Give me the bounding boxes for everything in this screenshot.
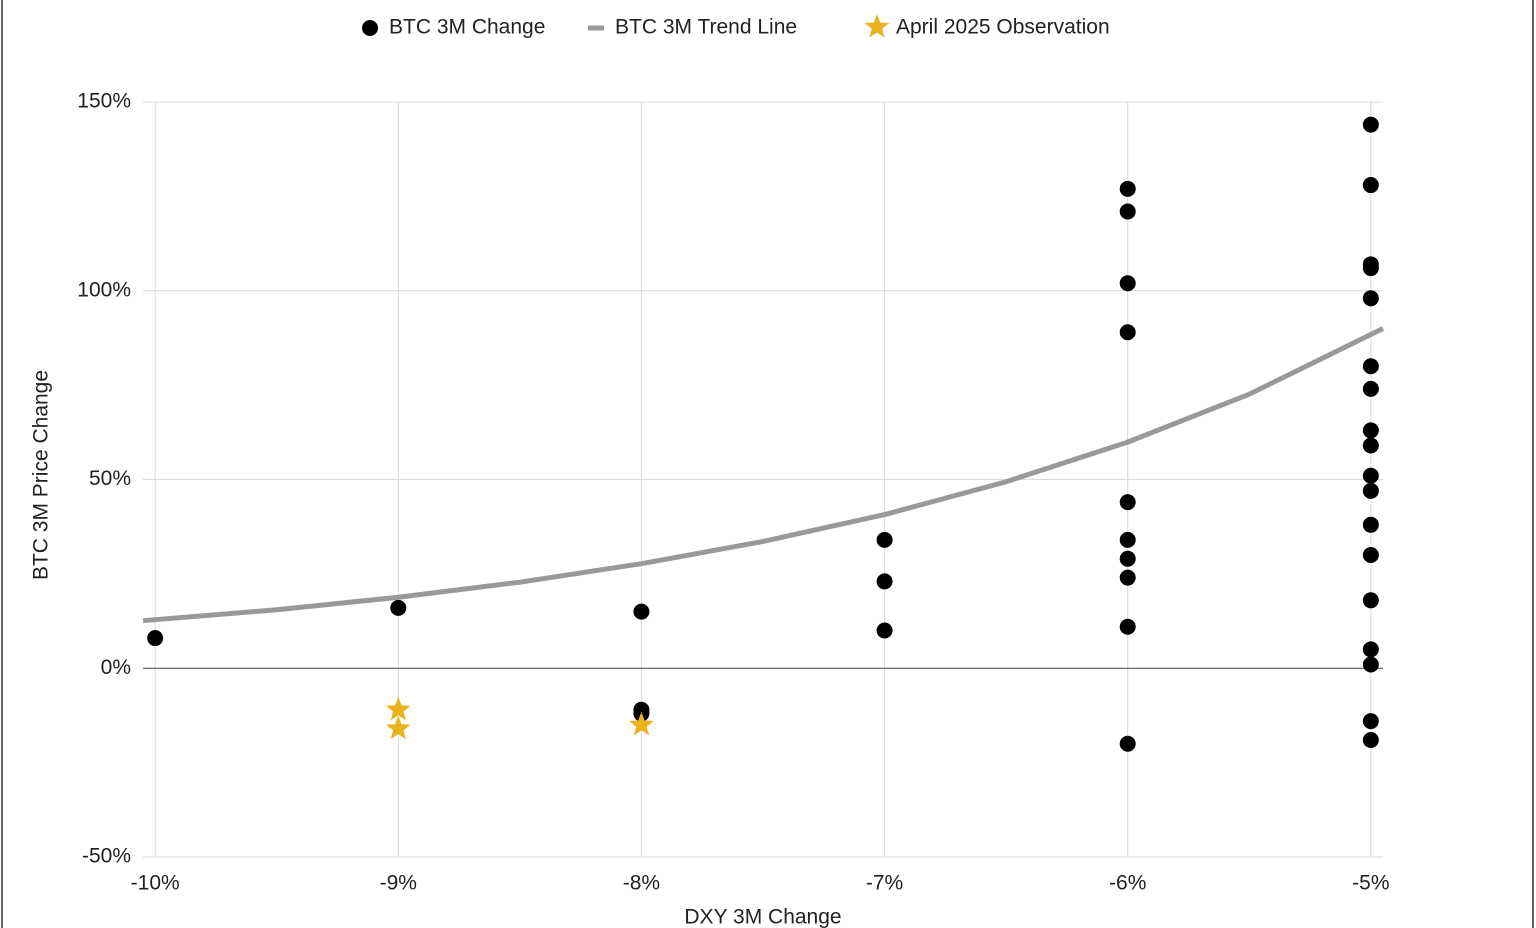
- point: [1362, 260, 1379, 277]
- point: [1119, 324, 1136, 341]
- point: [1362, 656, 1379, 673]
- point: [1362, 177, 1379, 194]
- y-tick-label: -50%: [82, 845, 131, 868]
- point: [1362, 422, 1379, 439]
- point: [1362, 713, 1379, 730]
- point: [1362, 358, 1379, 375]
- legend-label: BTC 3M Change: [389, 16, 545, 39]
- point: [1362, 116, 1379, 133]
- y-tick-label: 150%: [77, 90, 131, 113]
- point: [1362, 641, 1379, 658]
- x-axis-title: DXY 3M Change: [684, 906, 841, 928]
- point: [1119, 494, 1136, 511]
- point: [147, 630, 164, 647]
- trend-line: [142, 326, 1385, 624]
- legend-swatch: [362, 20, 378, 36]
- legend-label: April 2025 Observation: [896, 16, 1110, 39]
- point: [876, 531, 893, 548]
- point: [1362, 380, 1379, 397]
- y-tick-label: 50%: [89, 467, 131, 490]
- point: [1362, 516, 1379, 533]
- point: [1119, 203, 1136, 220]
- x-tick-label: -10%: [131, 872, 180, 895]
- point: [876, 622, 893, 639]
- y-axis-title: BTC 3M Price Change: [30, 370, 53, 580]
- point: [876, 573, 893, 590]
- legend-label: BTC 3M Trend Line: [615, 16, 797, 39]
- x-tick-label: -8%: [623, 872, 660, 895]
- star-point: [385, 715, 411, 740]
- point: [1119, 531, 1136, 548]
- point: [1119, 180, 1136, 197]
- y-tick-label: 0%: [101, 656, 131, 679]
- point: [1362, 731, 1379, 748]
- x-tick-label: -6%: [1109, 872, 1146, 895]
- legend-swatch: [864, 14, 890, 38]
- point: [1362, 592, 1379, 609]
- point: [390, 599, 407, 616]
- point: [1119, 618, 1136, 635]
- point: [1362, 547, 1379, 563]
- point: [1119, 569, 1136, 586]
- point: [1362, 482, 1379, 499]
- point: [1119, 735, 1136, 752]
- x-tick-label: -9%: [380, 872, 417, 895]
- star-point: [385, 696, 411, 721]
- x-tick-label: -7%: [866, 872, 903, 895]
- point: [1119, 550, 1136, 567]
- point: [633, 603, 650, 620]
- point: [1362, 467, 1379, 484]
- point: [1362, 437, 1379, 454]
- point: [1362, 290, 1379, 307]
- y-tick-label: 100%: [77, 278, 131, 301]
- star-point: [629, 711, 654, 736]
- x-tick-label: -5%: [1352, 872, 1389, 895]
- point: [1119, 275, 1136, 292]
